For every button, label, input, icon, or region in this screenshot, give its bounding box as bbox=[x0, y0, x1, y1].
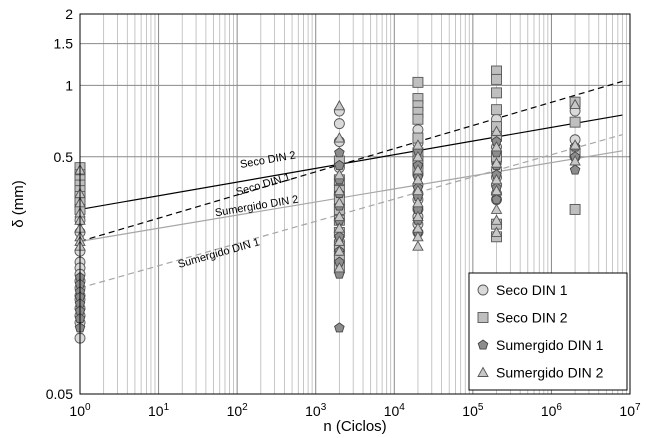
data-point bbox=[412, 240, 424, 251]
legend-label: Sumergido DIN 2 bbox=[496, 365, 604, 381]
data-point bbox=[569, 155, 581, 166]
data-point bbox=[333, 168, 346, 180]
x-tick-label: 102 bbox=[227, 402, 249, 419]
fit-line-label: Seco DIN 1 bbox=[235, 171, 292, 198]
legend-box bbox=[468, 272, 628, 391]
data-point bbox=[412, 196, 424, 208]
data-point bbox=[412, 150, 424, 162]
data-point bbox=[412, 184, 424, 196]
data-point bbox=[333, 210, 346, 221]
data-point bbox=[569, 98, 581, 110]
data-point bbox=[412, 76, 424, 88]
data-point bbox=[333, 262, 346, 273]
x-axis-title: n (Ciclos) bbox=[323, 418, 386, 435]
fit-line-label: Seco DIN 2 bbox=[239, 149, 296, 170]
legend-marker bbox=[477, 339, 489, 350]
data-point bbox=[333, 99, 346, 111]
legend: Seco DIN 1 Seco DIN 2 Sumergido DIN 1 Sumer… bbox=[468, 272, 628, 391]
data-point bbox=[333, 132, 346, 143]
data-point bbox=[490, 173, 503, 185]
data-point bbox=[333, 245, 346, 256]
data-point bbox=[334, 322, 345, 333]
data-point bbox=[491, 73, 502, 85]
x-tick-label: 101 bbox=[148, 402, 170, 419]
fit-line bbox=[79, 134, 623, 289]
fit-line bbox=[79, 114, 623, 211]
y-tick-label: 1 bbox=[65, 77, 73, 93]
data-points bbox=[74, 65, 581, 344]
data-point bbox=[569, 164, 581, 175]
x-tick-label: 104 bbox=[384, 402, 406, 419]
x-tick-label: 103 bbox=[305, 402, 327, 419]
data-point bbox=[333, 184, 346, 196]
y-tick-label: 1.5 bbox=[54, 36, 74, 52]
data-point bbox=[412, 139, 424, 150]
data-point bbox=[490, 214, 503, 225]
x-tick-label: 105 bbox=[462, 402, 484, 419]
data-point bbox=[333, 196, 346, 208]
y-tick-label: 2 bbox=[65, 6, 73, 22]
y-tick-label: 0.05 bbox=[46, 386, 73, 402]
x-tick-label: 100 bbox=[69, 402, 91, 419]
x-tick-label: 107 bbox=[619, 402, 641, 419]
x-tick-labels: 100 101 102 103 104 105 106 107 bbox=[69, 402, 641, 419]
data-point bbox=[569, 203, 581, 215]
data-point bbox=[412, 173, 424, 185]
data-point bbox=[490, 226, 503, 237]
data-point bbox=[412, 113, 424, 125]
legend-marker bbox=[477, 284, 489, 296]
legend-marker bbox=[477, 366, 489, 377]
legend-label: Seco DIN 2 bbox=[496, 310, 568, 326]
data-point bbox=[569, 139, 581, 150]
data-point bbox=[569, 116, 581, 128]
y-tick-labels: 0.05 0.5 1 1.5 2 bbox=[46, 6, 73, 402]
data-point bbox=[491, 87, 502, 99]
data-point bbox=[412, 210, 424, 221]
data-point bbox=[333, 118, 345, 130]
legend-label: Sumergido DIN 1 bbox=[496, 337, 604, 353]
data-point bbox=[490, 203, 503, 214]
y-tick-label: 0.5 bbox=[54, 149, 74, 165]
data-point bbox=[333, 222, 346, 233]
x-tick-label: 106 bbox=[541, 402, 563, 419]
data-point bbox=[490, 141, 503, 152]
data-point bbox=[334, 147, 345, 158]
data-point bbox=[490, 157, 503, 168]
data-point bbox=[491, 104, 502, 116]
fit-line bbox=[79, 150, 623, 242]
legend-marker bbox=[477, 312, 489, 323]
y-axis-title: δ (mm) bbox=[10, 180, 27, 228]
fit-line-label: Sumergido DIN 1 bbox=[177, 236, 261, 270]
fit-line bbox=[79, 80, 623, 242]
data-point bbox=[490, 184, 503, 196]
legend-label: Seco DIN 1 bbox=[496, 282, 568, 298]
plot-frame bbox=[79, 13, 631, 395]
data-point bbox=[490, 125, 503, 136]
